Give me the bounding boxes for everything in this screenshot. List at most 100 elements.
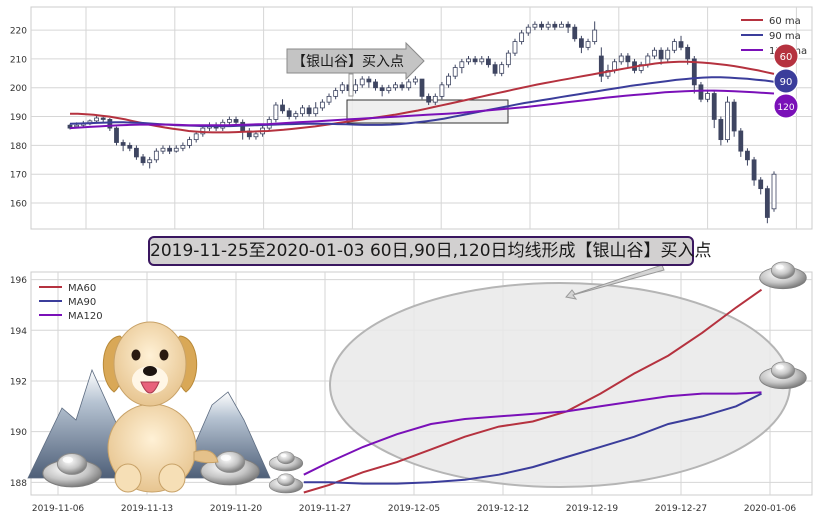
candle-body — [160, 147, 166, 152]
candle-body — [379, 87, 385, 92]
bottom-moving-average-lines — [303, 288, 763, 494]
candle — [100, 116, 106, 123]
candle-body — [353, 84, 358, 92]
candle — [379, 84, 385, 97]
candle — [193, 130, 199, 143]
candle-body — [373, 81, 378, 89]
candle-body — [293, 113, 299, 117]
badge-120-icon — [773, 93, 799, 119]
candle-body — [273, 104, 279, 120]
y-tick-label: 170 — [10, 171, 27, 181]
candle-body — [439, 84, 445, 97]
candle-body — [658, 49, 664, 60]
candle — [771, 171, 777, 212]
candle-body — [685, 46, 691, 60]
candle-body — [226, 119, 232, 123]
candle — [306, 105, 312, 117]
candle-body — [426, 95, 432, 103]
candle — [333, 87, 339, 100]
candle — [585, 38, 591, 51]
top-grid — [31, 7, 812, 229]
candle — [147, 156, 153, 169]
candle-body — [167, 147, 173, 152]
candle-body — [339, 84, 345, 92]
candle-body — [771, 173, 777, 210]
y-tick-label: 188 — [10, 479, 27, 489]
candle — [625, 53, 631, 68]
candle-body — [751, 159, 757, 181]
y-tick-label: 190 — [10, 428, 27, 438]
candle-body — [731, 101, 737, 132]
candle — [559, 21, 564, 28]
candle — [319, 99, 325, 111]
candle — [665, 47, 671, 62]
candle — [572, 24, 578, 42]
candle — [293, 110, 299, 120]
legend-60ma: 60 ma — [769, 16, 801, 27]
candle — [187, 136, 192, 149]
dog-eye-left — [131, 349, 141, 361]
top-moving-averages — [69, 60, 775, 134]
candle — [718, 116, 724, 146]
y-tick-label: 160 — [10, 200, 27, 210]
candle-body — [147, 159, 153, 164]
x-tick-label: 2019-11-27 — [299, 504, 351, 514]
candle — [419, 78, 425, 100]
dog-muzzle — [132, 366, 168, 394]
candle-body — [300, 107, 305, 115]
candle — [173, 145, 179, 153]
candle — [114, 126, 119, 146]
ellipse-arrow — [565, 264, 665, 300]
candle-body — [745, 150, 750, 161]
candle — [180, 142, 186, 152]
candle — [160, 145, 166, 155]
candle — [300, 105, 305, 117]
candle — [226, 116, 232, 126]
candle-body — [466, 58, 471, 63]
candle-body — [366, 78, 372, 83]
candle-body — [691, 58, 697, 86]
silver-ingot-icon — [759, 261, 807, 290]
candle — [505, 50, 511, 68]
candle — [406, 79, 412, 91]
candle — [439, 81, 445, 100]
candle — [359, 76, 365, 88]
bottom-y-tick-labels: 188 190 192 194 196 — [10, 276, 27, 489]
candle — [578, 35, 584, 54]
candle-body — [618, 55, 624, 63]
candle — [758, 177, 764, 195]
legend-ma60: MA60 — [68, 283, 96, 294]
badge-90-label: 90 — [780, 77, 793, 88]
candle — [658, 47, 664, 65]
candle-body — [386, 87, 392, 92]
candle-body — [399, 84, 405, 89]
x-tick-label: 2019-11-06 — [32, 504, 85, 514]
candle-body — [572, 26, 578, 40]
candle — [479, 56, 485, 65]
ma60-line — [303, 288, 763, 494]
candle — [386, 84, 392, 94]
candle — [167, 145, 173, 155]
x-tick-label: 2020-01-06 — [744, 504, 797, 514]
candle-body — [452, 67, 458, 77]
annotation-arrow — [286, 41, 425, 81]
candle-body — [153, 150, 159, 161]
candle — [153, 148, 159, 163]
x-tick-label: 2019-11-13 — [121, 504, 173, 514]
candle-body — [193, 133, 199, 141]
candle — [353, 79, 358, 94]
candle-body — [545, 23, 551, 28]
candle-body — [678, 41, 684, 48]
candle — [705, 90, 710, 103]
ma60-line — [70, 60, 775, 134]
candle — [107, 118, 113, 131]
candle — [233, 116, 239, 126]
badge-60-label: 60 — [780, 52, 793, 63]
candle-body — [412, 78, 418, 83]
candle-body — [306, 107, 312, 115]
candle-body — [605, 70, 611, 77]
candle-body — [134, 147, 139, 158]
x-tick-label: 2019-12-27 — [655, 504, 707, 514]
candle — [399, 81, 405, 91]
candle-body — [512, 41, 518, 54]
